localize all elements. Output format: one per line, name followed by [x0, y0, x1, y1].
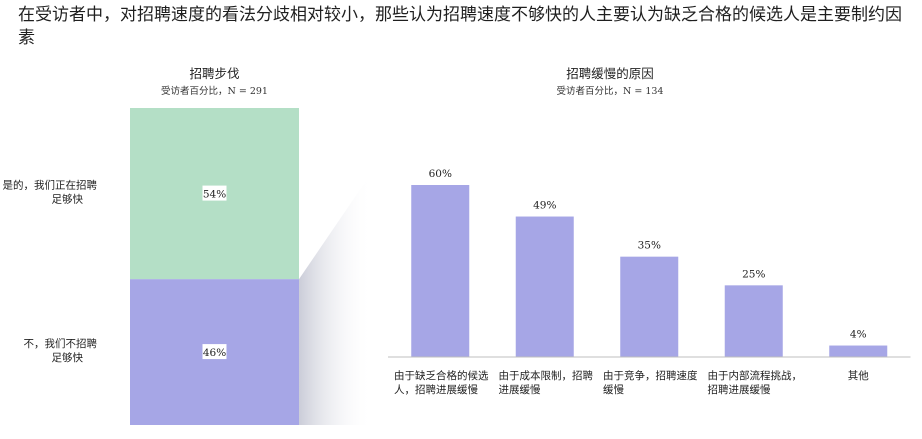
pace-category-label-1: 是的，我们正在招聘足够快	[3, 179, 98, 206]
reason-value-label-1: 60%	[429, 168, 452, 180]
reason-category-label-2: 由于成本限制，招聘进展缓慢	[499, 369, 594, 396]
reason-value-label-2: 49%	[533, 200, 556, 212]
pace-title: 招聘步伐	[189, 66, 239, 81]
pace-value-box-1	[202, 185, 227, 201]
reason-category-label-4: 由于内部流程挑战，招聘进展缓慢	[708, 369, 803, 396]
reasons-subtitle: 受访者百分比，N = 134	[557, 85, 664, 97]
reason-category-label-1: 由于缺乏合格的候选人，招聘进展缓慢	[394, 369, 489, 396]
pace-subtitle: 受访者百分比，N = 291	[161, 85, 268, 97]
pace-category-label-2: 不，我们不招聘足够快	[24, 337, 98, 364]
breakdown-connector	[299, 172, 372, 425]
pace-value-label-1: 54%	[203, 189, 226, 201]
reason-bar-4	[724, 285, 783, 357]
pace-value-box-2	[202, 344, 227, 360]
reason-bar-2	[515, 216, 574, 357]
reason-value-label-3: 35%	[638, 240, 661, 252]
reason-category-label-5: 其他	[848, 369, 869, 382]
reason-bar-5	[829, 345, 888, 357]
reason-value-label-4: 25%	[742, 268, 765, 280]
reasons-title: 招聘缓慢的原因	[566, 66, 654, 81]
reason-bar-1	[411, 185, 470, 357]
reason-category-label-3: 由于竞争，招聘速度缓慢	[603, 369, 698, 396]
pace-value-label-2: 46%	[203, 347, 226, 359]
reason-value-label-5: 4%	[850, 329, 867, 341]
headline: 在受访者中，对招聘速度的看法分歧相对较小，那些认为招聘速度不够快的人主要认为缺乏…	[18, 5, 902, 48]
reason-bar-3	[620, 256, 679, 357]
